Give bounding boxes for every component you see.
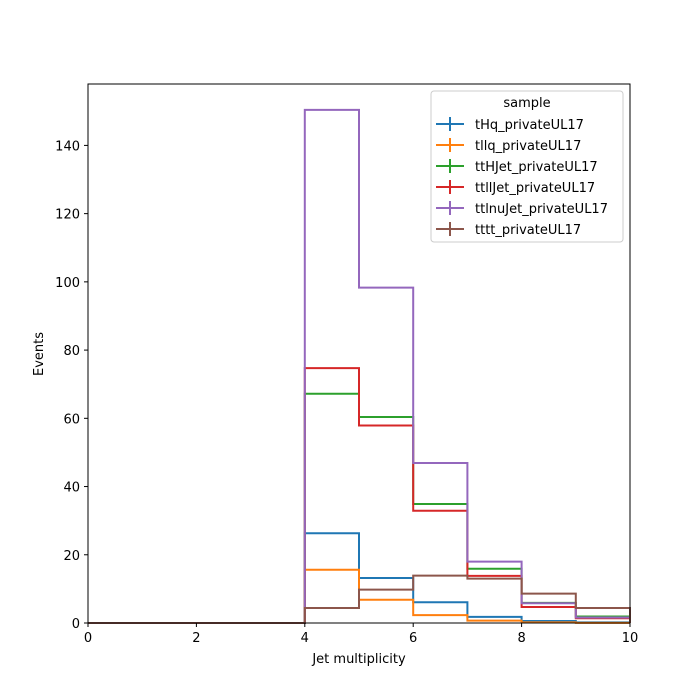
legend-item: tllq_privateUL17 <box>436 138 581 154</box>
legend-label: tttt_privateUL17 <box>475 223 581 238</box>
legend-item: tHq_privateUL17 <box>436 117 584 133</box>
x-axis-label: Jet multiplicity <box>311 652 406 667</box>
x-tick-label: 10 <box>622 631 639 646</box>
x-axis: 0 2 4 6 8 10 <box>84 623 638 646</box>
y-axis: 0 20 40 60 80 100 120 140 <box>55 139 88 632</box>
legend-label: tllq_privateUL17 <box>475 139 581 154</box>
y-tick-label: 100 <box>55 276 80 291</box>
plot-frame <box>87 83 631 624</box>
y-axis-label: Events <box>32 332 47 376</box>
legend-title: sample <box>503 96 550 111</box>
y-tick-label: 60 <box>63 412 80 427</box>
y-tick-label: 80 <box>63 344 80 359</box>
legend-items: tHq_privateUL17 tllq_privateUL17 ttHJet_pr… <box>436 117 608 238</box>
legend-label: tHq_privateUL17 <box>475 118 584 133</box>
y-tick-label: 120 <box>55 208 80 223</box>
x-tick-label: 6 <box>409 631 417 646</box>
legend-item: ttllJet_privateUL17 <box>436 180 595 196</box>
x-tick-label: 2 <box>192 631 200 646</box>
legend-item: ttHJet_privateUL17 <box>436 159 598 175</box>
x-tick-label: 8 <box>517 631 525 646</box>
y-tick-label: 20 <box>63 549 80 564</box>
x-tick-label: 0 <box>84 631 92 646</box>
y-tick-label: 140 <box>55 139 80 154</box>
y-tick-label: 0 <box>72 617 80 632</box>
legend: sample tHq_privateUL17 tllq_privateUL17tt… <box>430 90 624 243</box>
legend-item: ttlnuJet_privateUL17 <box>436 201 608 217</box>
legend-label: ttllJet_privateUL17 <box>475 181 595 196</box>
legend-label: ttlnuJet_privateUL17 <box>475 202 608 217</box>
legend-label: ttHJet_privateUL17 <box>475 160 598 175</box>
x-tick-label: 4 <box>301 631 309 646</box>
legend-frame <box>430 90 624 243</box>
y-tick-label: 40 <box>63 481 80 496</box>
legend-item: tttt_privateUL17 <box>436 222 581 238</box>
